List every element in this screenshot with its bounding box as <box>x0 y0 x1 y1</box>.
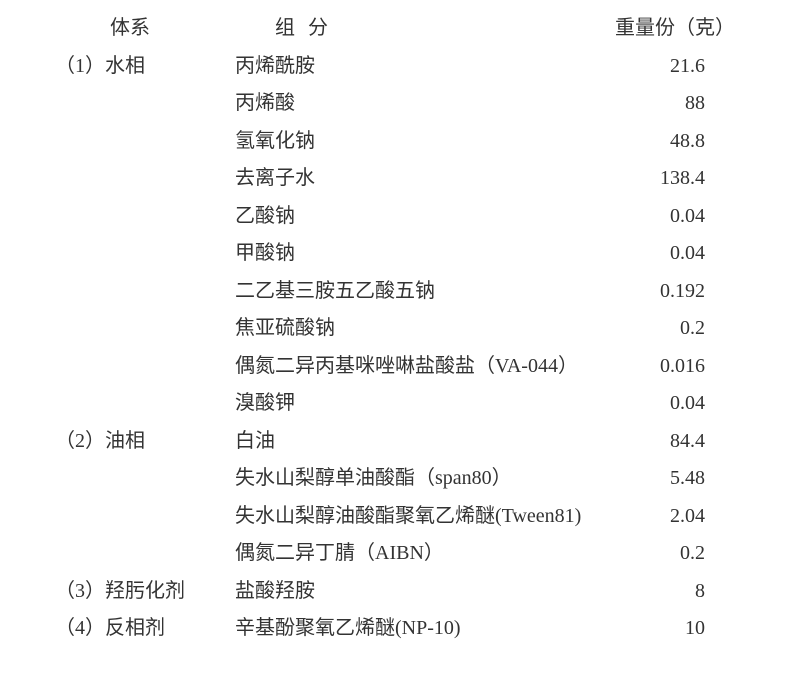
table-row: （2）油相白油84.4 <box>55 431 770 469</box>
component-cell: 焦亚硫酸钠 <box>235 318 615 338</box>
component-cell: 辛基酚聚氧乙烯醚(NP-10) <box>235 618 615 638</box>
value-cell: 0.2 <box>615 318 705 338</box>
system-cell: （3）羟肟化剂 <box>55 581 235 601</box>
value-cell: 48.8 <box>615 131 705 151</box>
system-cell: （4）反相剂 <box>55 618 235 638</box>
component-cell: 丙烯酸 <box>235 93 615 113</box>
system-cell: （2）油相 <box>55 431 235 451</box>
table-row: （1）水相丙烯酰胺21.6 <box>55 56 770 94</box>
value-cell: 84.4 <box>615 431 705 451</box>
value-cell: 5.48 <box>615 468 705 488</box>
table-row: 丙烯酸88 <box>55 93 770 131</box>
component-cell: 盐酸羟胺 <box>235 581 615 601</box>
component-cell: 失水山梨醇单油酸酯（span80） <box>235 468 615 488</box>
table-row: 溴酸钾0.04 <box>55 393 770 431</box>
table-row: 焦亚硫酸钠0.2 <box>55 318 770 356</box>
component-cell: 丙烯酰胺 <box>235 56 615 76</box>
value-cell: 8 <box>615 581 705 601</box>
component-cell: 失水山梨醇油酸酯聚氧乙烯醚(Tween81) <box>235 506 615 526</box>
value-cell: 88 <box>615 93 705 113</box>
table-row: 偶氮二异丙基咪唑啉盐酸盐（VA-044）0.016 <box>55 356 770 394</box>
value-cell: 0.04 <box>615 393 705 413</box>
table-row: 氢氧化钠48.8 <box>55 131 770 169</box>
component-cell: 甲酸钠 <box>235 243 615 263</box>
component-cell: 白油 <box>235 431 615 451</box>
table-row: （4）反相剂辛基酚聚氧乙烯醚(NP-10)10 <box>55 618 770 656</box>
component-cell: 去离子水 <box>235 168 615 188</box>
table-row: 失水山梨醇油酸酯聚氧乙烯醚(Tween81)2.04 <box>55 506 770 544</box>
value-cell: 138.4 <box>615 168 705 188</box>
table-body: （1）水相丙烯酰胺21.6丙烯酸88氢氧化钠48.8去离子水138.4乙酸钠0.… <box>55 56 770 656</box>
header-system: 体系 <box>55 18 235 38</box>
table-row: 甲酸钠0.04 <box>55 243 770 281</box>
component-cell: 偶氮二异丙基咪唑啉盐酸盐（VA-044） <box>235 356 615 376</box>
component-cell: 溴酸钾 <box>235 393 615 413</box>
component-cell: 氢氧化钠 <box>235 131 615 151</box>
value-cell: 21.6 <box>615 56 705 76</box>
value-cell: 0.016 <box>615 356 705 376</box>
component-cell: 偶氮二异丁腈（AIBN） <box>235 543 615 563</box>
component-cell: 二乙基三胺五乙酸五钠 <box>235 281 615 301</box>
value-cell: 0.2 <box>615 543 705 563</box>
header-value: 重量份（克） <box>615 18 705 38</box>
value-cell: 0.04 <box>615 206 705 226</box>
table-row: 偶氮二异丁腈（AIBN）0.2 <box>55 543 770 581</box>
value-cell: 0.192 <box>615 281 705 301</box>
header-component: 组 分 <box>235 18 615 38</box>
table-row: （3）羟肟化剂盐酸羟胺8 <box>55 581 770 619</box>
table-row: 二乙基三胺五乙酸五钠0.192 <box>55 281 770 319</box>
table-row: 失水山梨醇单油酸酯（span80）5.48 <box>55 468 770 506</box>
header-row: 体系 组 分 重量份（克） <box>55 18 770 56</box>
table-row: 去离子水138.4 <box>55 168 770 206</box>
table-row: 乙酸钠0.04 <box>55 206 770 244</box>
value-cell: 2.04 <box>615 506 705 526</box>
system-cell: （1）水相 <box>55 56 235 76</box>
value-cell: 0.04 <box>615 243 705 263</box>
value-cell: 10 <box>615 618 705 638</box>
component-cell: 乙酸钠 <box>235 206 615 226</box>
